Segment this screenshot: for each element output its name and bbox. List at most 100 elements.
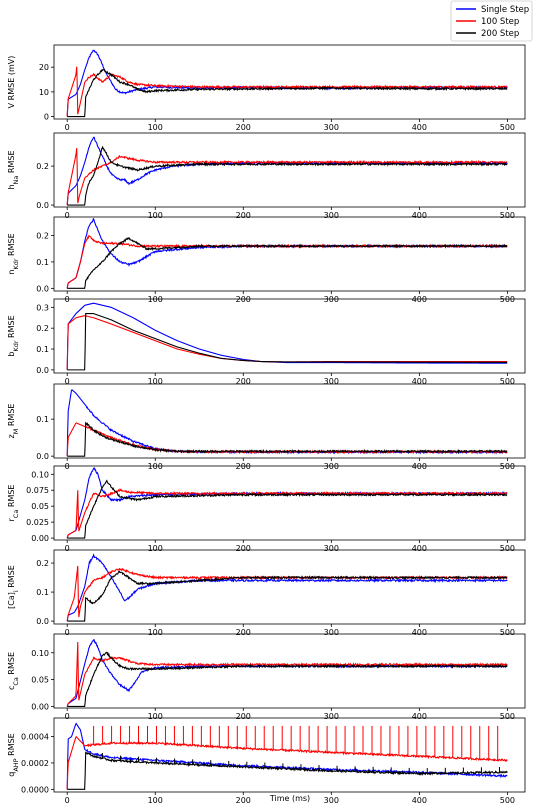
series-line-single-step [66, 302, 508, 370]
y-tick-label: 0.0 [36, 284, 49, 293]
x-tick-label: 0 [65, 628, 70, 637]
x-tick-label: 500 [500, 123, 515, 132]
x-tick-label: 300 [324, 211, 339, 220]
y-tick-label: 0.10 [31, 649, 49, 658]
y-tick-label: 0.0004 [21, 733, 49, 742]
subplot-Cai: 0 100 200 300 400 500 0.0 0.1 0.2 [Ca]i RMSE [7, 549, 526, 637]
series-line-single-step [66, 466, 508, 539]
series-line-100-step [66, 642, 508, 707]
x-tick-label: 100 [148, 295, 163, 304]
x-tick-label: 300 [324, 295, 339, 304]
x-tick-label: 100 [148, 462, 163, 471]
x-tick-label: 200 [236, 295, 251, 304]
legend-label-100: 100 Step [481, 17, 519, 27]
series-line-200-step [67, 145, 508, 206]
subplot-zM: 0 100 200 300 400 500 0.0 0.1 zM RMSE [7, 383, 526, 471]
series-line-100-step [66, 148, 508, 206]
x-tick-label: 100 [148, 796, 163, 805]
x-tick-label: 0 [65, 544, 70, 553]
series-line-single-step [66, 722, 508, 790]
y-tick-label: 0.0 [36, 201, 49, 210]
x-tick-label: 500 [500, 796, 515, 805]
y-tick-label: 0.05 [31, 676, 49, 685]
y-tick-label: 0.0000 [21, 785, 49, 794]
y-tick-label: 10 [39, 88, 49, 97]
x-tick-label: 0 [65, 712, 70, 721]
axes-frame [53, 132, 526, 208]
y-axis-label: hNa RMSE [7, 150, 20, 189]
x-tick-label: 100 [148, 211, 163, 220]
x-tick-label: 100 [148, 712, 163, 721]
y-axis-label: nKdr RMSE [7, 233, 20, 274]
x-tick-label: 300 [324, 462, 339, 471]
y-tick-label: 0.3 [36, 303, 49, 312]
y-axis-label: rCa RMSE [7, 485, 20, 522]
x-tick-label: 400 [412, 796, 427, 805]
y-tick-label: 0.2 [36, 162, 49, 171]
x-tick-label: 500 [500, 712, 515, 721]
subplot-cCa: 0 100 200 300 400 500 0.00 0.05 0.10 cCa RMSE [7, 633, 526, 721]
x-tick-label: 400 [412, 211, 427, 220]
subplots: 0 100 200 300 400 500 0 10 20 V RMSE (mV) 0 100 200 3… [7, 44, 526, 805]
series-line-200-step [67, 237, 508, 289]
y-axis-label: qAHP RMSE [7, 733, 20, 776]
x-tick-label: 400 [412, 712, 427, 721]
axes-frame [53, 216, 526, 292]
x-tick-label: 500 [500, 462, 515, 471]
series-line-single-step [66, 217, 508, 289]
subplot-rCa: 0 100 200 300 400 500 0.00 0.025 0.05 0.075 0.10 rC… [7, 465, 526, 553]
y-axis-label: V RMSE (mV) [7, 56, 16, 109]
x-tick-label: 0 [65, 295, 70, 304]
y-tick-label: 0 [44, 113, 49, 122]
x-tick-label: 300 [324, 123, 339, 132]
x-tick-label: 200 [236, 123, 251, 132]
x-axis-label: Time (ms) [269, 794, 310, 803]
axes-frame [53, 44, 526, 120]
subplot-bKdr: 0 100 200 300 400 500 0.0 0.1 0.2 0.3 bKdr RMSE [7, 298, 526, 386]
y-tick-label: 0.05 [31, 502, 49, 511]
x-tick-label: 300 [324, 796, 339, 805]
series-line-200-step [67, 570, 508, 622]
axes-frame [53, 717, 526, 793]
legend-box [450, 0, 533, 42]
x-tick-label: 0 [65, 796, 70, 805]
axes-frame [53, 549, 526, 625]
y-tick-label: 0.10 [31, 470, 49, 479]
x-tick-label: 400 [412, 544, 427, 553]
y-axis-label: [Ca]i RMSE [7, 565, 20, 609]
series-line-200-step [67, 421, 508, 457]
y-tick-label: 0.2 [36, 559, 49, 568]
x-tick-label: 300 [324, 712, 339, 721]
x-tick-label: 300 [324, 377, 339, 386]
series-line-100-step [66, 66, 508, 117]
subplot-V: 0 100 200 300 400 500 0 10 20 V RMSE (mV) [7, 44, 526, 132]
subplot-hNa: 0 100 200 300 400 500 0.0 0.2 hNa RMSE [7, 132, 526, 220]
x-tick-label: 400 [412, 295, 427, 304]
y-tick-label: 0.1 [36, 345, 49, 354]
x-tick-label: 400 [412, 462, 427, 471]
x-tick-label: 500 [500, 295, 515, 304]
x-tick-label: 100 [148, 377, 163, 386]
y-tick-label: 0.0 [36, 617, 49, 626]
series-line-200-step [67, 651, 508, 707]
y-tick-label: 0.00 [31, 702, 49, 711]
y-tick-label: 0.0 [36, 452, 49, 461]
x-tick-label: 200 [236, 628, 251, 637]
x-tick-label: 0 [65, 211, 70, 220]
series-line-single-step [66, 136, 508, 206]
x-tick-label: 200 [236, 377, 251, 386]
x-tick-label: 0 [65, 462, 70, 471]
y-tick-label: 0.2 [36, 232, 49, 241]
series-line-200-step [67, 751, 508, 790]
series-line-200-step [67, 313, 508, 371]
x-tick-label: 300 [324, 544, 339, 553]
series-line-100-step [66, 487, 508, 539]
y-tick-label: 0.2 [36, 324, 49, 333]
x-tick-label: 0 [65, 377, 70, 386]
x-tick-label: 500 [500, 377, 515, 386]
x-tick-label: 100 [148, 544, 163, 553]
x-tick-label: 100 [148, 628, 163, 637]
x-tick-label: 500 [500, 211, 515, 220]
legend-label-single: Single Step [481, 5, 529, 15]
